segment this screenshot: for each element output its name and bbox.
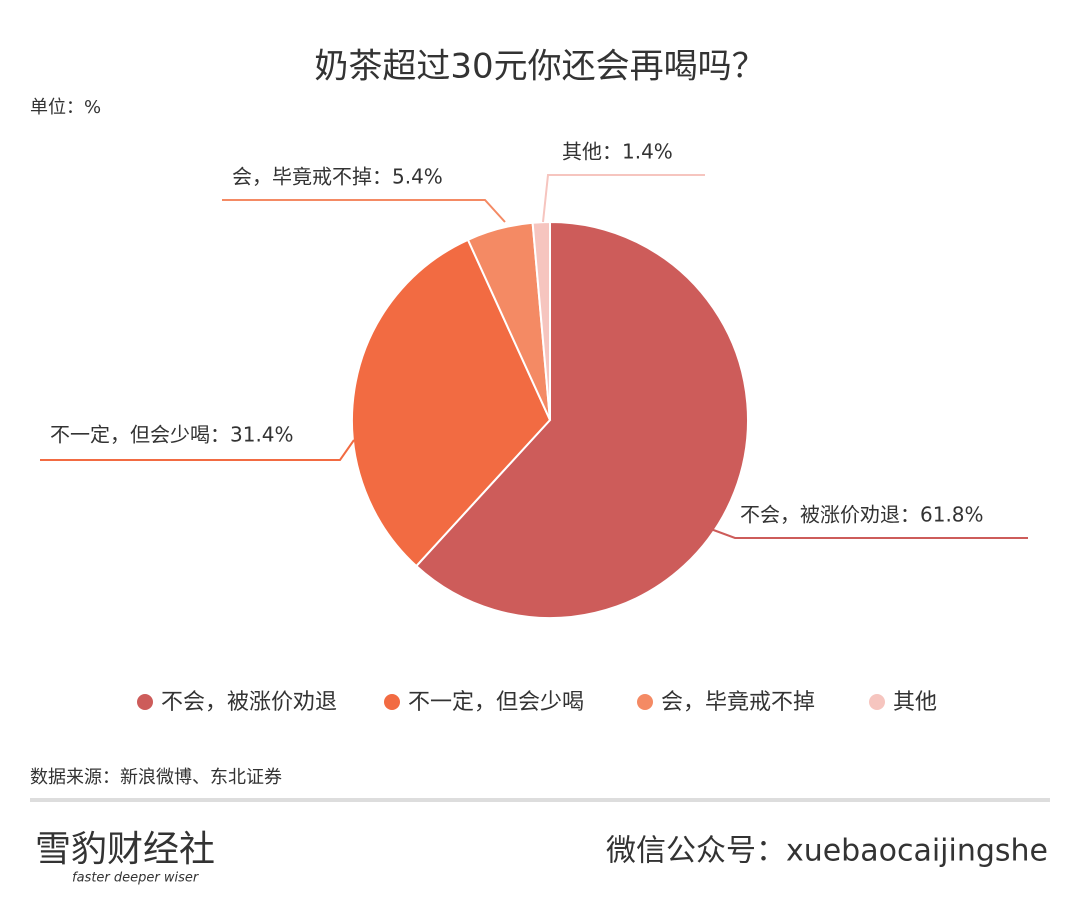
footer: 微信公众号：xuebaocaijingshe [606,834,1048,869]
unit-label: 单位：% [30,97,101,118]
data-label: 不会，被涨价劝退：61.8% [740,503,984,527]
leader-line [707,527,1028,539]
pie-slice [414,220,749,619]
data-label: 不一定，但会少喝：31.4% [50,423,294,447]
legend-swatch [869,694,885,710]
legend-label: 不会，被涨价劝退 [161,690,337,715]
legend-label: 会，毕竟戒不掉 [661,690,815,715]
legend-label: 不一定，但会少喝 [408,690,584,715]
logo: 雪豹财经社 [35,829,215,870]
data-label: 会，毕竟戒不掉：5.4% [232,165,443,189]
leader-line [542,174,705,223]
leader-line [40,439,355,461]
legend-label: 其他 [893,690,937,715]
chart-title: 奶茶超过30元你还会再喝吗？ [314,47,765,87]
leader-line [222,199,506,223]
pie-slice [531,220,551,421]
slogan: faster deeper wiser [72,871,200,886]
legend-swatch [137,694,153,710]
legend-swatch [384,694,400,710]
pie-slice [351,238,552,568]
legend-swatch [637,694,653,710]
source: 数据来源：新浪微博、东北证券 [30,767,282,788]
data-label: 其他：1.4% [562,140,673,164]
